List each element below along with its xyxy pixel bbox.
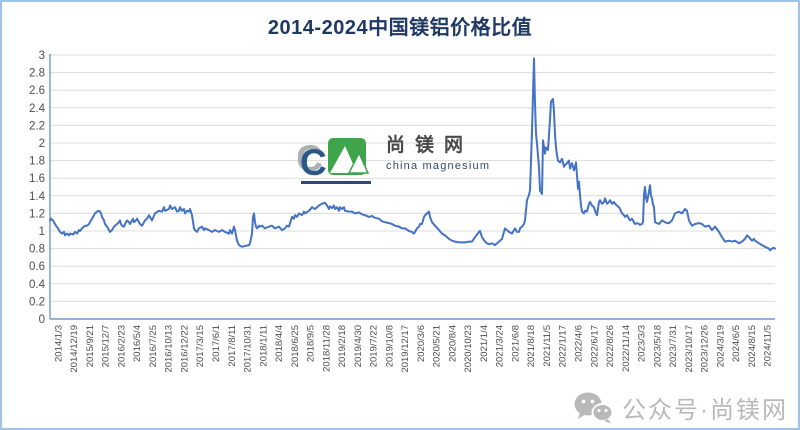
- x-tick-label: 2020/8/4: [447, 325, 458, 362]
- watermark: C C 尚镁网 china magnesium: [298, 133, 490, 187]
- x-tick-label: 2017/3/15: [195, 325, 206, 367]
- wechat-label: 公众号·尚镁网: [622, 397, 788, 424]
- y-tick-label: 0: [39, 314, 45, 326]
- x-tick-label: 2022/6/17: [589, 325, 600, 367]
- cm-logo-icon: C C: [298, 138, 371, 184]
- wechat-icon: [574, 392, 613, 424]
- watermark-en-name: china magnesium: [386, 159, 491, 172]
- x-tick-label: 2016/7/25: [148, 325, 159, 367]
- x-tick-label: 2023/7/31: [668, 325, 679, 367]
- x-tick-label: 2023/3/3: [637, 325, 648, 362]
- x-tick-label: 2021/3/24: [495, 325, 506, 367]
- x-tick-label: 2022/4/6: [573, 325, 584, 362]
- x-tick-label: 2017/8/11: [227, 325, 238, 367]
- y-tick-label: 0.2: [29, 296, 45, 308]
- svg-text:C: C: [298, 138, 323, 179]
- x-tick-label: 2018/1/11: [258, 325, 269, 367]
- wechat-banner: 公众号·尚镁网: [573, 390, 788, 425]
- y-tick-label: 2.8: [29, 68, 45, 80]
- x-tick-label: 2014/1/3: [53, 325, 64, 362]
- x-tick-label: 2016/5/4: [132, 325, 143, 362]
- x-tick-label: 2016/2/23: [116, 325, 127, 367]
- x-tick-label: 2021/1/4: [479, 325, 490, 362]
- x-tick-label: 2023/12/26: [700, 325, 711, 373]
- x-tick-label: 2024/6/5: [731, 325, 742, 362]
- y-tick-label: 0.8: [29, 244, 45, 256]
- x-tick-label: 2016/12/22: [179, 325, 190, 373]
- x-tick-label: 2022/11/14: [621, 325, 632, 372]
- y-tick-label: 1.6: [29, 173, 45, 185]
- x-tick-label: 2016/10/13: [164, 325, 175, 373]
- watermark-text: 尚镁网 china magnesium: [386, 133, 490, 172]
- x-tick-label: 2024/3/19: [715, 325, 726, 367]
- x-tick-label: 2021/11/5: [542, 325, 553, 367]
- x-tick-label: 2022/1/17: [558, 325, 569, 367]
- x-tick-label: 2019/7/22: [369, 325, 380, 367]
- x-tick-label: 2021/8/18: [526, 325, 537, 367]
- x-tick-label: 2024/11/5: [763, 325, 774, 367]
- ratio-line-series: [49, 57, 776, 252]
- y-tick-label: 2: [39, 138, 45, 150]
- x-tick-label: 2018/9/5: [306, 325, 317, 362]
- page-title: 2014-2024中国镁铝价格比值: [267, 17, 533, 39]
- x-tick-label: 2018/6/25: [290, 325, 301, 367]
- svg-text:C: C: [300, 142, 327, 183]
- y-tick-label: 0.6: [29, 261, 45, 273]
- x-tick-label: 2014/12/19: [69, 325, 80, 373]
- x-tick-label: 2015/12/7: [101, 325, 112, 367]
- y-tick-label: 2.2: [29, 120, 45, 132]
- x-tick-label: 2020/10/23: [463, 325, 474, 373]
- y-tick-label: 2.6: [29, 85, 45, 97]
- y-tick-label: 1.8: [29, 156, 45, 168]
- y-tick-label: 3: [39, 50, 45, 62]
- x-tick-label: 2020/3/6: [416, 325, 427, 362]
- x-tick-label: 2018/4/4: [274, 325, 285, 362]
- y-tick-label: 1: [39, 226, 45, 238]
- x-tick-label: 2019/10/8: [384, 325, 395, 367]
- x-tick-label: 2021/6/8: [510, 325, 521, 362]
- x-tick-label: 2023/10/17: [684, 325, 695, 373]
- x-tick-label: 2020/5/21: [432, 325, 443, 367]
- x-tick-label: 2017/6/1: [211, 325, 222, 362]
- watermark-cn-name: 尚镁网: [386, 135, 474, 156]
- x-tick-label: 2023/5/18: [652, 325, 663, 367]
- x-tick-label: 2019/2/18: [337, 325, 348, 367]
- x-tick-label: 2017/10/31: [243, 325, 254, 373]
- y-tick-label: 1.2: [29, 208, 45, 220]
- y-tick-label: 0.4: [29, 279, 46, 291]
- x-tick-label: 2018/11/28: [321, 325, 332, 372]
- y-tick-label: 2.4: [29, 103, 46, 115]
- x-tick-label: 2024/8/15: [747, 325, 758, 367]
- y-tick-label: 1.4: [29, 191, 46, 203]
- x-tick-label: 2015/9/21: [85, 325, 96, 367]
- x-tick-label: 2019/4/30: [353, 325, 364, 367]
- x-tick-label: 2019/12/17: [400, 325, 411, 373]
- x-tick-label: 2022/8/26: [605, 325, 616, 367]
